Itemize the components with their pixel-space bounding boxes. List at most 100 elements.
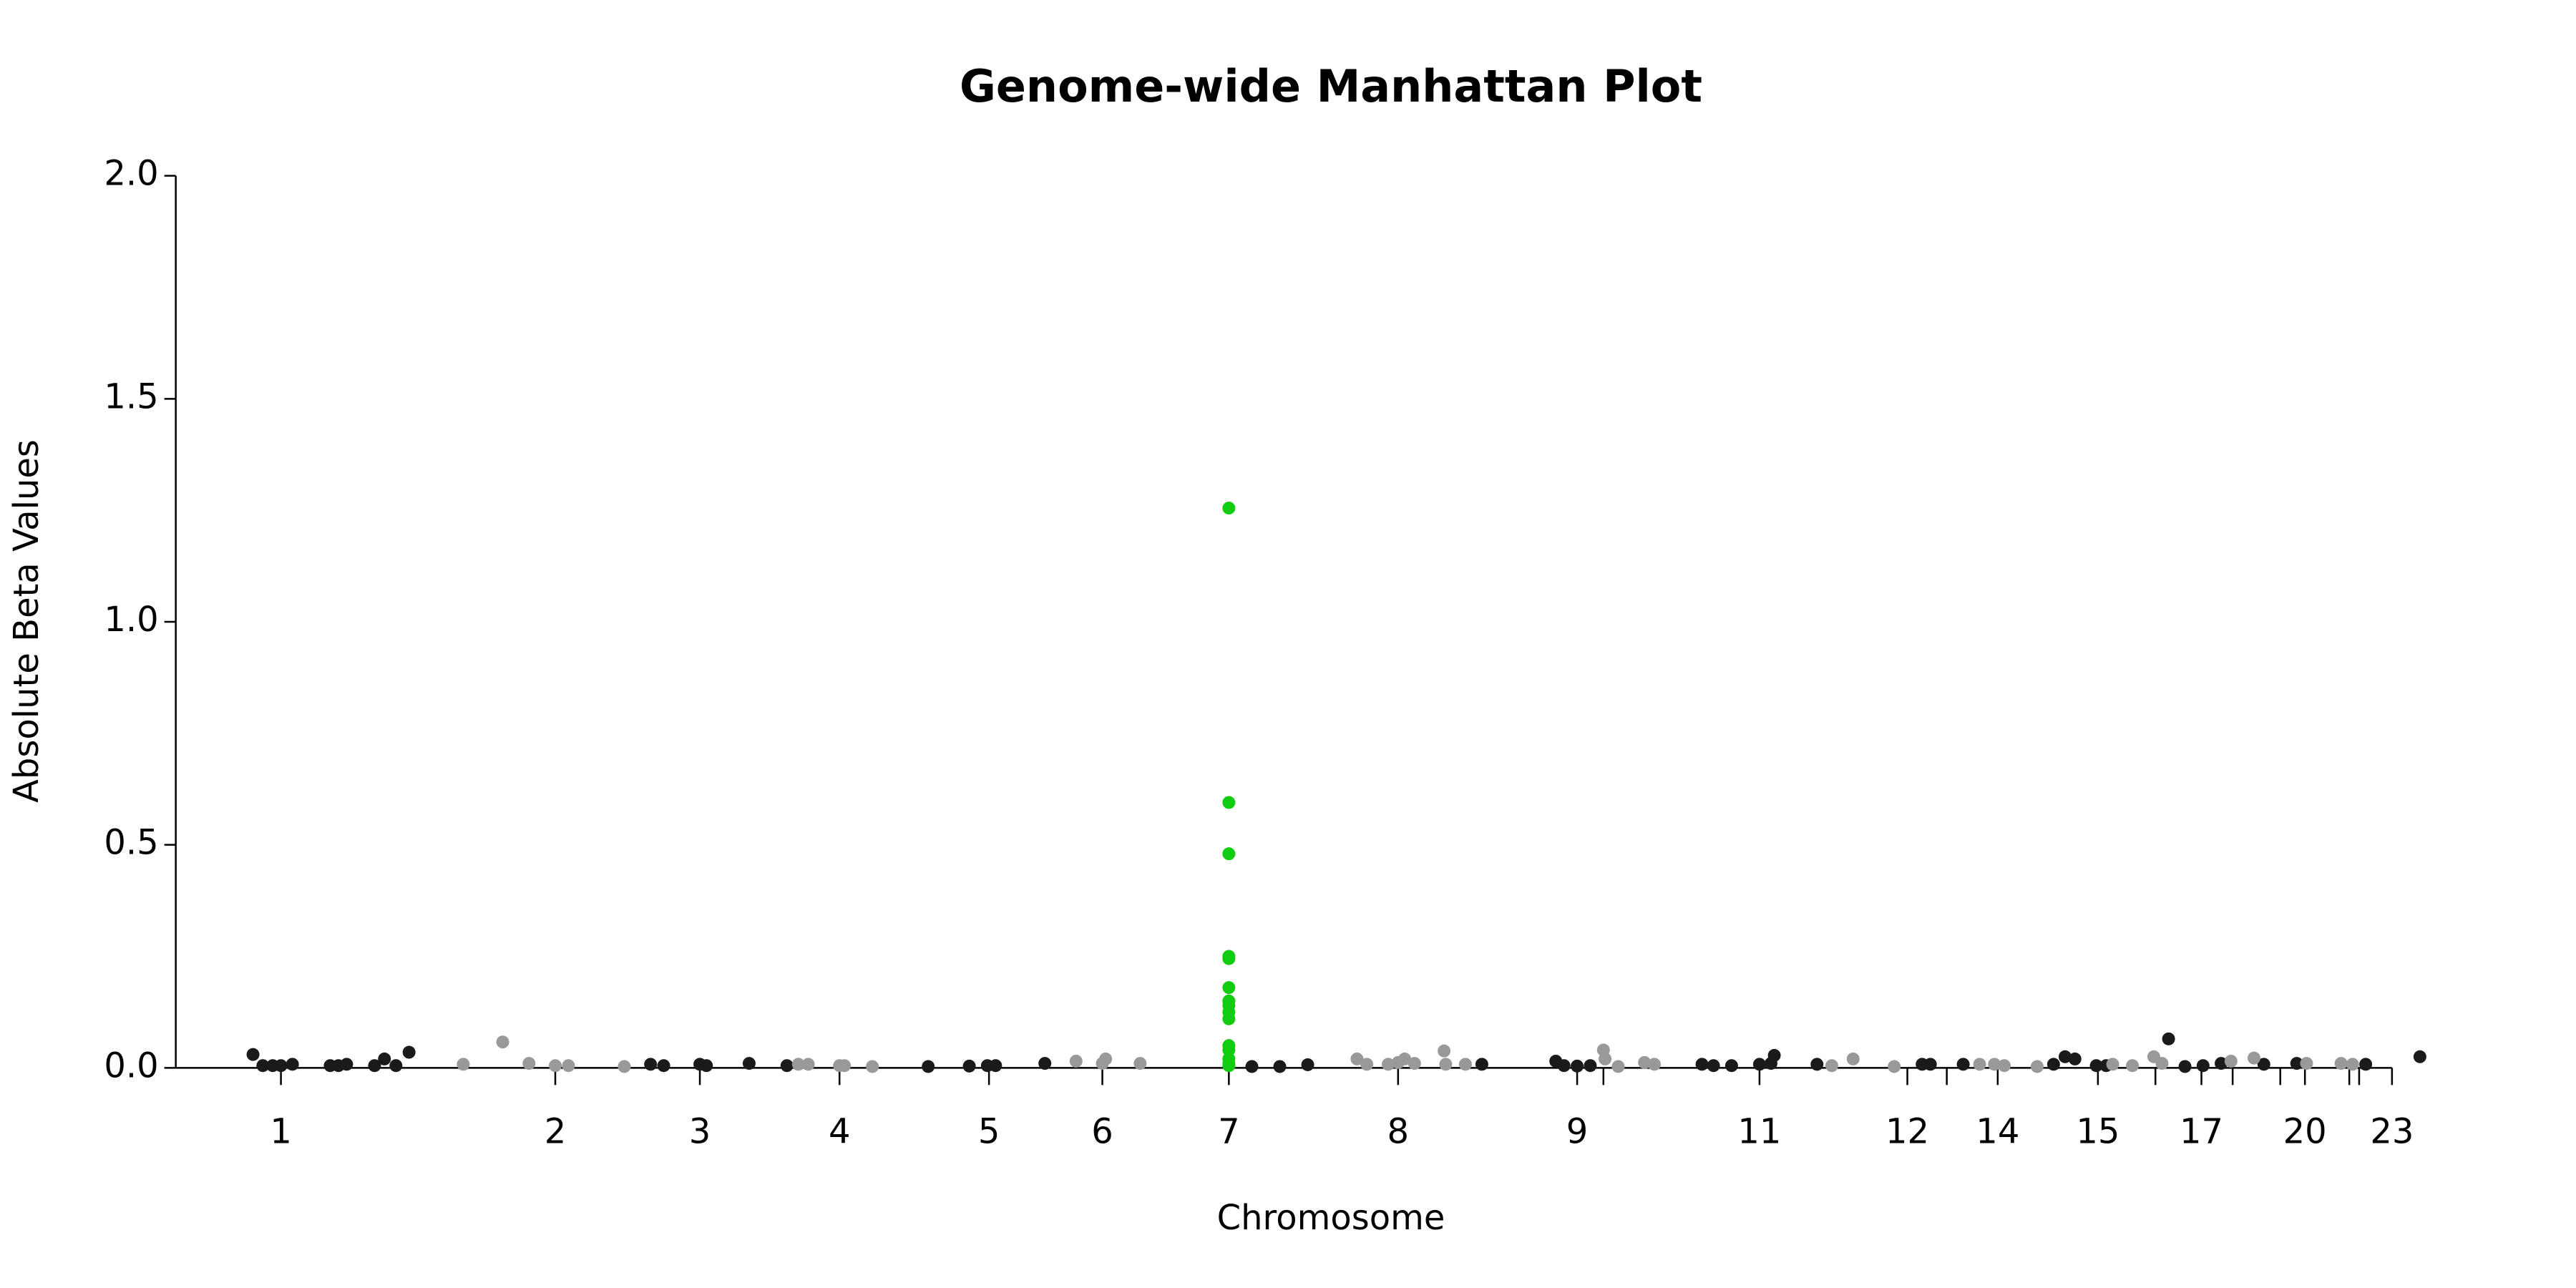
point [2290, 1057, 2303, 1070]
point [562, 1059, 575, 1073]
point [1707, 1059, 1720, 1073]
point [742, 1057, 756, 1070]
point [1888, 1060, 1901, 1073]
point [1973, 1058, 1986, 1071]
point [1810, 1058, 1824, 1071]
point [1245, 1060, 1259, 1073]
point [989, 1059, 1002, 1073]
point [1923, 1058, 1937, 1071]
point [368, 1059, 381, 1073]
point [1222, 502, 1236, 515]
point [1956, 1058, 1970, 1071]
point [2162, 1032, 2175, 1045]
point [922, 1060, 935, 1073]
point [2196, 1059, 2210, 1073]
y-tick-label: 0.0 [104, 1045, 158, 1085]
point [340, 1058, 353, 1071]
point [644, 1058, 658, 1071]
point [2106, 1058, 2119, 1071]
x-tick-label: 15 [2076, 1111, 2119, 1151]
x-tick-label: 20 [2283, 1111, 2327, 1151]
point [246, 1048, 260, 1061]
chart-title: Genome-wide Manhattan Plot [960, 60, 1702, 112]
point [2030, 1060, 2044, 1073]
point [1557, 1059, 1571, 1073]
point [618, 1060, 631, 1073]
point [2334, 1057, 2348, 1070]
point [256, 1059, 270, 1073]
point [1724, 1059, 1738, 1073]
point [1133, 1057, 1147, 1070]
point [1611, 1060, 1625, 1073]
point [2046, 1058, 2060, 1071]
point [2359, 1058, 2373, 1071]
y-tick-label: 1.0 [104, 600, 158, 640]
point [1382, 1058, 1395, 1071]
point [389, 1059, 403, 1073]
x-tick-label: 23 [2370, 1111, 2414, 1151]
point [866, 1060, 879, 1073]
point [1584, 1059, 1597, 1073]
point [1571, 1059, 1584, 1073]
point [1222, 981, 1236, 995]
point [1222, 1059, 1236, 1073]
point [838, 1059, 852, 1073]
y-tick-label: 0.5 [104, 823, 158, 863]
point [2155, 1057, 2169, 1070]
point [1825, 1059, 1838, 1073]
x-axis-label: Chromosome [1217, 1198, 1445, 1238]
point [1439, 1058, 1453, 1071]
point [801, 1058, 815, 1071]
point [1273, 1060, 1287, 1073]
point [378, 1052, 391, 1065]
point [2257, 1058, 2270, 1071]
point [2248, 1051, 2260, 1065]
point [522, 1057, 536, 1070]
point [457, 1058, 470, 1071]
point [1398, 1052, 1412, 1065]
x-tick-label: 4 [829, 1111, 851, 1151]
y-tick-label: 1.5 [104, 376, 158, 416]
point [1988, 1058, 2001, 1071]
point [2126, 1059, 2140, 1073]
point [2224, 1054, 2238, 1068]
x-tick-label: 17 [2180, 1111, 2223, 1151]
point [2346, 1058, 2359, 1071]
point [1638, 1055, 1652, 1069]
point [1438, 1044, 1451, 1058]
x-tick-label: 6 [1091, 1111, 1113, 1151]
point [1222, 952, 1236, 965]
point [1038, 1057, 1052, 1070]
point [1099, 1052, 1113, 1065]
y-axis-label: Absolute Beta Values [6, 439, 47, 803]
point [496, 1035, 509, 1049]
point [1599, 1052, 1612, 1065]
point [1846, 1052, 1860, 1065]
point [2178, 1060, 2192, 1073]
x-tick-label: 1 [270, 1111, 292, 1151]
point [1458, 1058, 1472, 1071]
y-tick-label: 2.0 [104, 154, 158, 194]
point [1350, 1052, 1364, 1065]
point [2300, 1057, 2313, 1070]
point [1301, 1058, 1314, 1071]
point [549, 1059, 562, 1073]
point [1222, 796, 1236, 809]
point [2413, 1050, 2426, 1063]
point [1222, 1012, 1236, 1025]
point [1998, 1059, 2011, 1073]
point [1360, 1058, 1374, 1071]
x-tick-label: 7 [1218, 1111, 1240, 1151]
x-tick-label: 11 [1737, 1111, 1781, 1151]
point [780, 1059, 794, 1073]
point [402, 1045, 416, 1059]
point [1647, 1058, 1661, 1071]
point [657, 1059, 670, 1073]
point [286, 1058, 299, 1071]
point [1222, 1043, 1236, 1057]
point [1767, 1048, 1781, 1062]
point [2215, 1057, 2228, 1070]
point [1475, 1058, 1488, 1071]
